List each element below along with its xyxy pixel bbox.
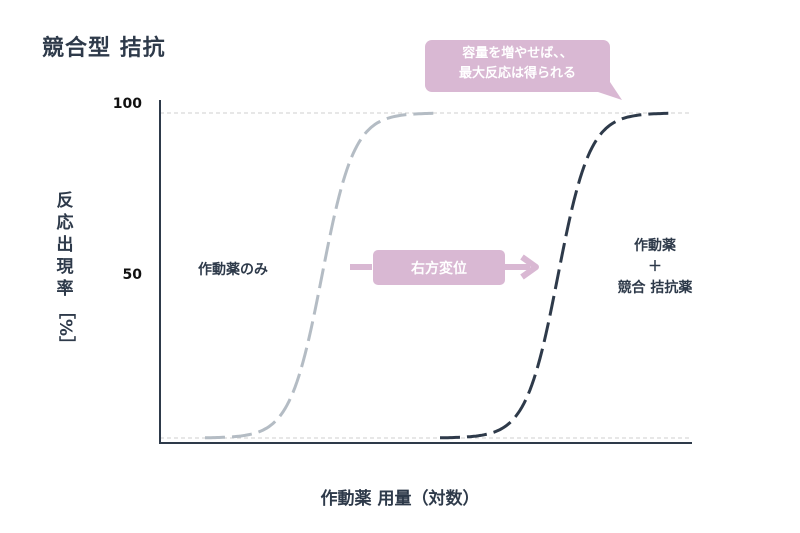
agonist-only-label: 作動薬のみ xyxy=(198,262,268,278)
y-tick-100: 100 xyxy=(112,96,142,112)
y-tick-50: 50 xyxy=(122,267,142,283)
y-label-char: 出 xyxy=(56,235,74,255)
combined-line: ＋ xyxy=(648,259,662,275)
y-label-char: 応 xyxy=(56,213,74,233)
agonist-plus-antagonist-curve xyxy=(440,111,675,440)
diagram-title: 競合型 拮抗 xyxy=(42,36,166,61)
shift-label: 右方変位 xyxy=(411,261,467,277)
y-label-char: 率 xyxy=(56,279,74,299)
callout-tail xyxy=(595,82,622,100)
combined-label: 作動薬 ＋ 競合 拮抗薬 xyxy=(590,236,720,299)
x-axis-label: 作動薬 用量（対数） xyxy=(320,489,480,509)
combined-line: 作動薬 xyxy=(634,238,676,254)
callout-line: 容量を増やせば、、 xyxy=(462,46,573,61)
callout-text: 容量を増やせば、、 最大反応は得られる xyxy=(425,44,610,84)
callout-bubble xyxy=(425,40,610,92)
agonist-only-curve xyxy=(205,111,439,440)
y-label-char: 反 xyxy=(56,191,74,211)
y-axis-label: 反 応 出 現 率 ［%］ xyxy=(52,190,78,353)
shift-arrow-box xyxy=(373,250,505,285)
arrow-right-icon xyxy=(520,254,539,280)
combined-line: 競合 拮抗薬 xyxy=(617,280,693,296)
callout-line: 最大反応は得られる xyxy=(458,66,576,81)
y-label-char: 現 xyxy=(56,257,74,277)
y-label-unit: ［%］ xyxy=(55,302,75,354)
